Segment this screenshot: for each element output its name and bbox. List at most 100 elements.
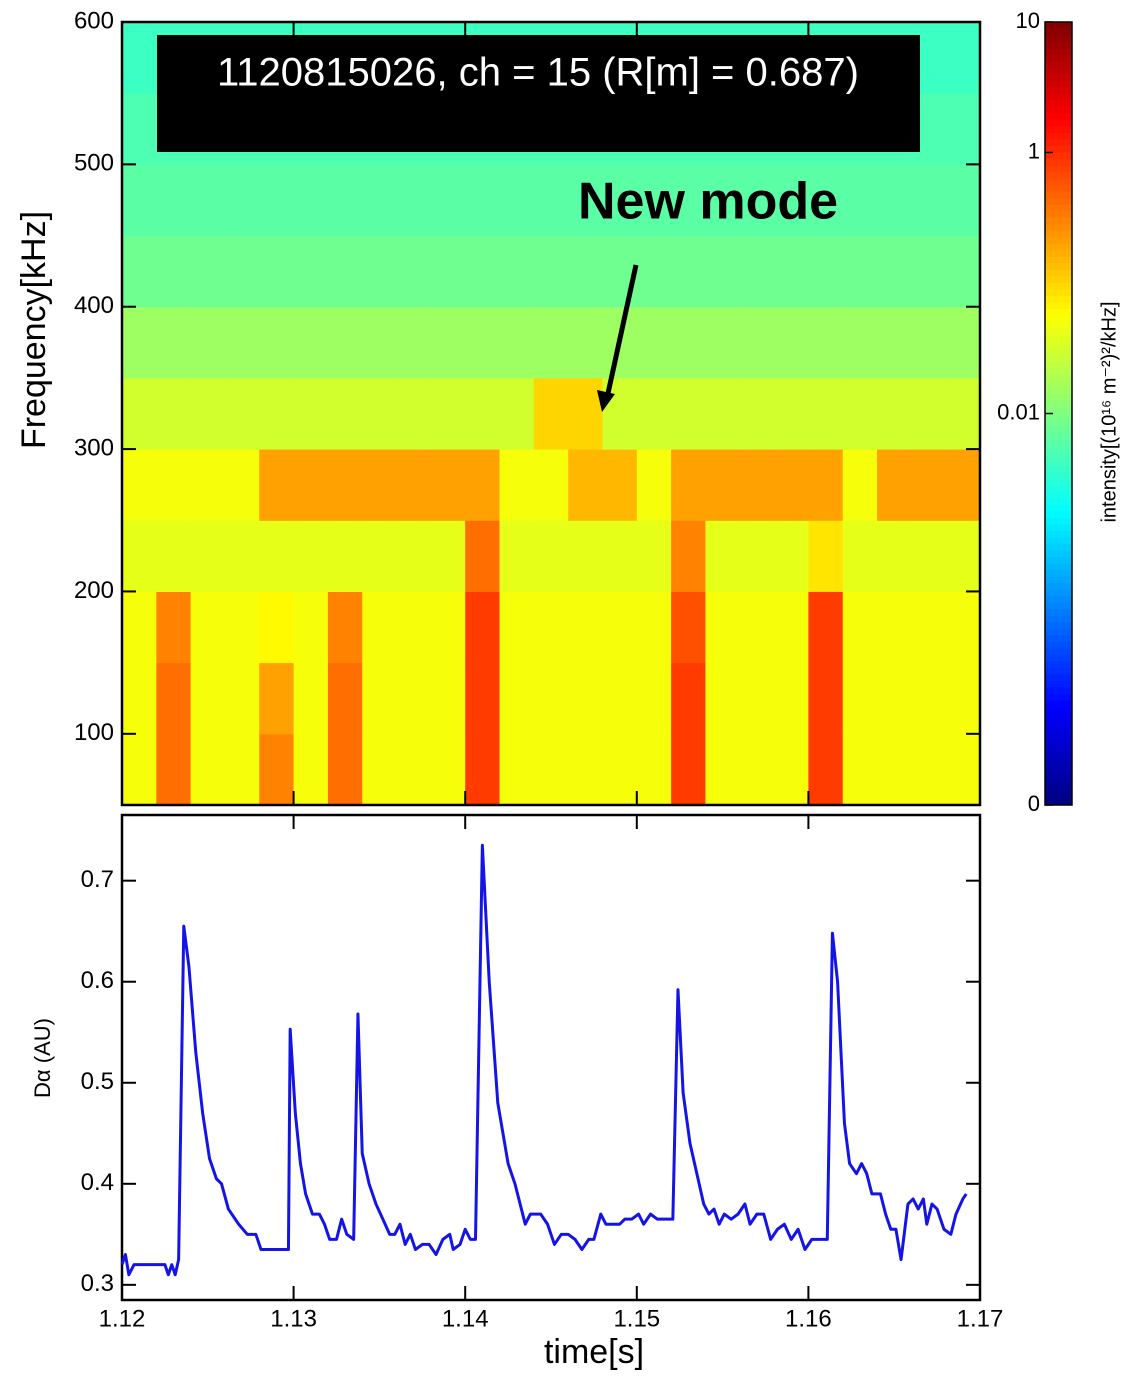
heat-cell [499,662,535,735]
heat-cell [396,662,432,735]
heat-cell [945,93,981,165]
colorbar-step [1045,700,1072,708]
colorbar-step [1045,191,1072,199]
heat-cell [774,235,809,308]
heat-cell [774,164,809,237]
line-series [120,843,968,1277]
heat-cell [739,235,775,308]
colorbar-step [1045,544,1072,552]
heat-cell [499,520,535,592]
heat-cell [636,520,672,592]
heat-cell [293,377,329,450]
heat-cell [499,377,535,450]
heat-cell [533,377,569,450]
heat-cell [774,520,809,592]
heat-cell [259,449,295,521]
colorbar-step [1045,256,1072,264]
colorbar-step [1045,302,1072,310]
heat-cell [842,235,878,308]
heat-cell [396,377,432,450]
heat-cell [945,306,981,379]
colorbar-step [1045,537,1072,545]
colorbar-step [1045,517,1072,525]
colorbar-step [1045,478,1072,486]
heat-cell [362,449,398,521]
colorbar-step [1045,263,1072,271]
heat-cell [293,449,329,521]
colorbar-step [1045,126,1072,134]
heat-cell [774,449,809,521]
colorbar-step [1045,400,1072,408]
heat-cell [259,591,295,664]
heat-cell [396,235,432,308]
colorbar-label: intensity[(10¹⁶ m⁻²)²/kHz] [1098,301,1120,522]
heat-cell [911,733,947,806]
colorbar-step [1045,681,1072,689]
colorbar-step [1045,739,1072,747]
heat-cell [705,235,741,308]
heat-cell [705,164,741,237]
heat-cell [430,306,466,379]
colorbar-step [1045,557,1072,565]
colorbar-step [1045,315,1072,323]
heat-cell [430,377,466,450]
heat-cell [533,662,569,735]
heat-cell [533,591,569,664]
heat-cell [774,591,809,664]
heat-cell [293,235,329,308]
colorbar-step [1045,439,1072,447]
x-axis-label: time[s] [544,1333,644,1371]
colorbar-step [1045,132,1072,140]
colorbar-step [1045,87,1072,95]
heat-cell [739,591,775,664]
heat-cell [705,449,741,521]
heat-cell [671,377,706,450]
heat-cell [190,733,226,806]
heat-cell [327,520,363,592]
colorbar-step [1045,596,1072,604]
heat-cell [739,449,775,521]
heat-cell [705,591,741,664]
colorbar-step [1045,459,1072,467]
heat-cell [842,449,878,521]
heat-cell [156,235,192,308]
heat-cell [636,449,672,521]
y-tick-label: 100 [74,719,114,746]
heat-cell [636,591,672,664]
heat-cell [602,520,638,592]
colorbar-step [1045,635,1072,643]
colorbar-step [1045,583,1072,591]
heat-cell [602,662,638,735]
heat-cell [190,520,226,592]
colorbar-step [1045,139,1072,147]
colorbar-step [1045,772,1072,780]
heat-cell [259,235,295,308]
heat-cell [156,662,192,735]
colorbar-step [1045,361,1072,369]
colorbar-step [1045,341,1072,349]
heat-cell [465,733,501,806]
heat-cell [671,733,706,806]
heat-cell [293,520,329,592]
colorbar-step [1045,570,1072,578]
heat-cell [190,164,226,237]
arrow [604,264,639,399]
heat-cell [122,662,157,735]
colorbar-step [1045,791,1072,799]
x-tick-label: 1.17 [957,1305,1004,1332]
heat-cell [465,662,501,735]
colorbar-step [1045,380,1072,388]
heat-cell [396,520,432,592]
heat-cell [533,306,569,379]
colorbar-step [1045,452,1072,460]
spectrogram [122,22,981,806]
heat-cell [190,306,226,379]
heat-cell [911,449,947,521]
heat-cell [739,306,775,379]
colorbar-step [1045,720,1072,728]
heat-cell [945,733,981,806]
heat-cell [293,591,329,664]
colorbar-step [1045,367,1072,375]
heat-cell [774,662,809,735]
heat-cell [259,164,295,237]
